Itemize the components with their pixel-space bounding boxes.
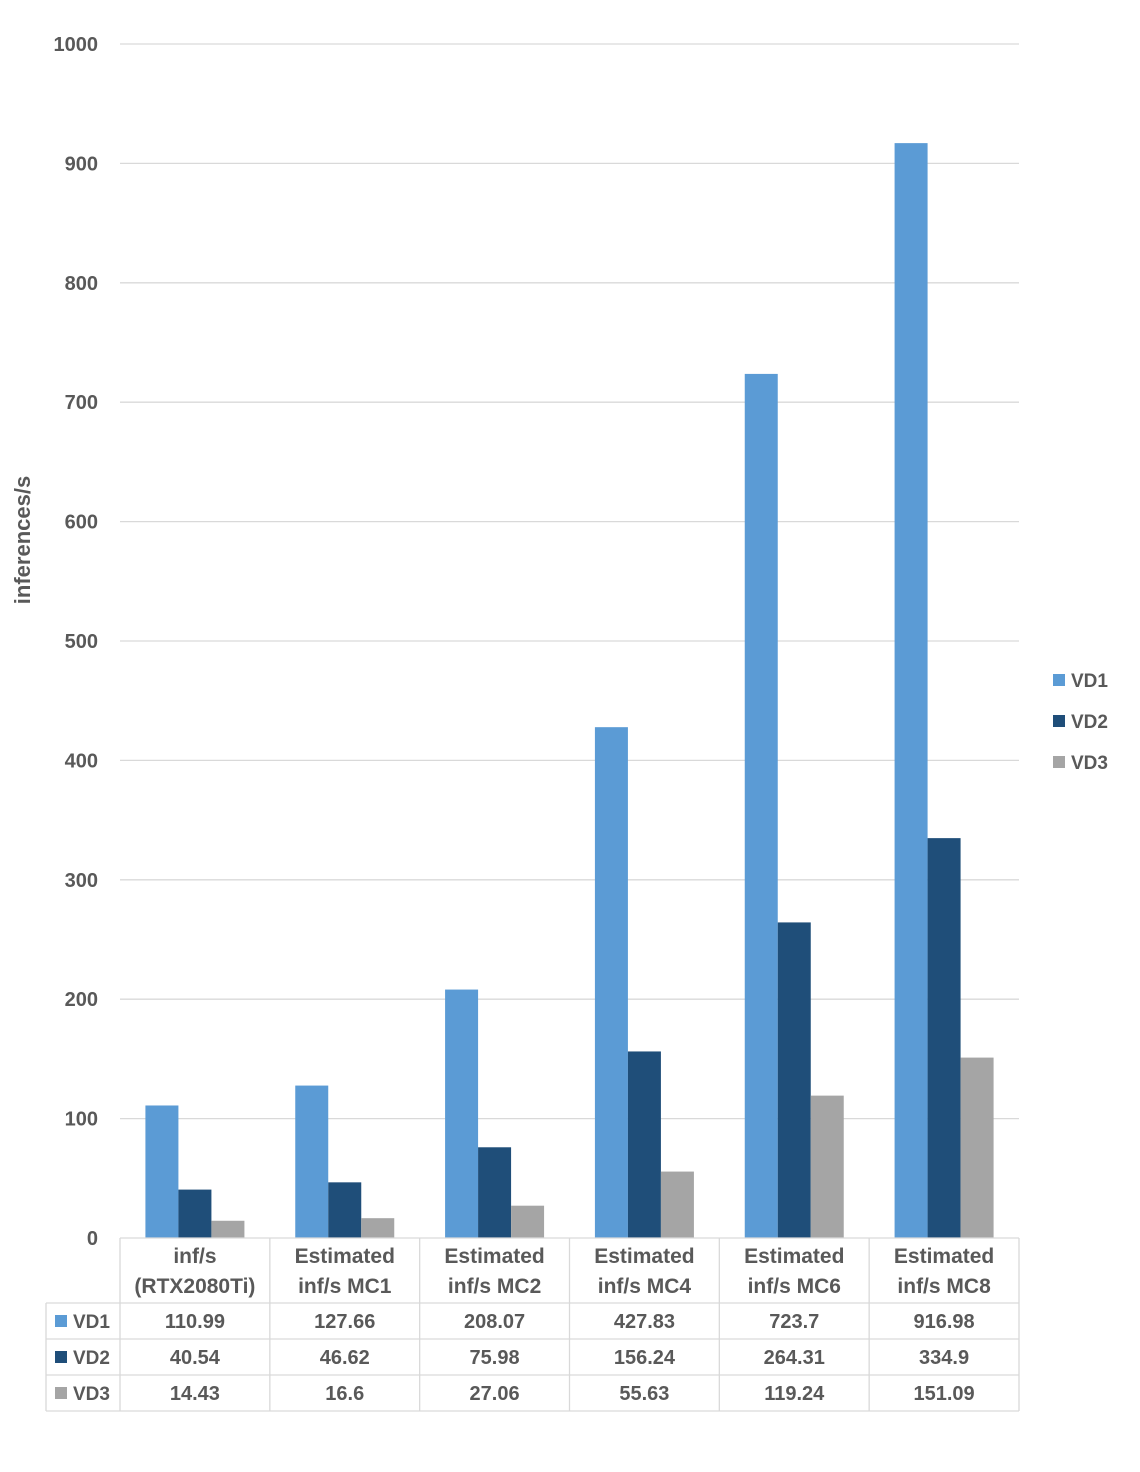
data-label: 208.07 (464, 1311, 525, 1333)
bar-vd2-2 (328, 1182, 362, 1238)
data-label: 264.31 (764, 1347, 825, 1369)
table-row-label: VD1 (73, 1312, 110, 1333)
bar-vd2-6 (927, 838, 961, 1238)
data-label: 119.24 (764, 1383, 825, 1405)
data-label: 27.06 (470, 1383, 520, 1405)
data-label: 334.9 (919, 1347, 969, 1369)
y-tick-label: 1000 (54, 34, 99, 56)
bar-vd2-5 (777, 922, 811, 1238)
bar-vd1-3 (445, 989, 479, 1238)
category-label-line: inf/s MC8 (897, 1275, 991, 1298)
bar-vd3-5 (810, 1095, 844, 1238)
gridlines (120, 43, 1019, 1120)
y-tick-label: 700 (65, 392, 98, 414)
data-label: 16.6 (325, 1383, 364, 1405)
bar-vd2-1 (178, 1189, 212, 1238)
category-label-line: Estimated (594, 1245, 694, 1268)
bar-vd3-4 (660, 1171, 694, 1238)
category-label-line: Estimated (894, 1245, 994, 1268)
bar-vd3-2 (361, 1218, 395, 1238)
bar-vd1-4 (594, 727, 628, 1238)
legend-label: VD2 (1071, 712, 1108, 733)
y-tick-label: 200 (65, 989, 98, 1011)
bar-vd3-3 (511, 1205, 545, 1238)
bar-vd2-3 (478, 1147, 512, 1238)
y-tick-label: 500 (65, 631, 98, 653)
y-tick-label: 300 (65, 870, 98, 892)
table-row-label: VD3 (73, 1384, 110, 1405)
bar-vd3-6 (960, 1057, 994, 1238)
data-label: 40.54 (170, 1347, 221, 1369)
y-axis-label: inferences/s (10, 476, 35, 604)
bars (145, 143, 994, 1239)
data-label: 55.63 (619, 1383, 669, 1405)
data-label: 75.98 (470, 1347, 520, 1369)
category-label: Estimated inf/s MC4 (594, 1245, 694, 1298)
bar-vd1-1 (145, 1105, 179, 1238)
category-label-line: Estimated (444, 1245, 544, 1268)
bar-vd1-2 (295, 1085, 329, 1238)
data-label: 723.7 (769, 1311, 819, 1333)
legend-key-vd1 (1053, 674, 1065, 686)
legend-label: VD3 (1071, 753, 1108, 774)
data-label: 110.99 (165, 1311, 225, 1333)
category-label-line: inf/s MC1 (298, 1275, 392, 1298)
bar-vd1-6 (894, 143, 928, 1239)
table-legend-key-vd3 (55, 1387, 67, 1399)
data-label: 156.24 (614, 1347, 676, 1369)
y-tick-label: 900 (65, 153, 98, 175)
category-label-line: inf/s MC6 (748, 1275, 841, 1298)
y-tick-label: 100 (65, 1109, 98, 1131)
category-label: Estimated inf/s MC6 (744, 1245, 844, 1298)
category-label-line: (RTX2080Ti) (134, 1275, 255, 1298)
y-axis-ticks: 0 100 200 300 400 500 600 700 800 900 1000 (54, 34, 99, 1250)
category-label: Estimated inf/s MC1 (295, 1245, 395, 1298)
y-tick-label: 400 (65, 750, 98, 772)
category-label: inf/s (RTX2080Ti) (134, 1245, 255, 1298)
y-tick-label: 0 (87, 1228, 98, 1250)
table-legend-key-vd2 (55, 1351, 67, 1363)
data-label: 127.66 (314, 1311, 375, 1333)
category-label-line: inf/s MC2 (448, 1275, 541, 1298)
bar-vd2-4 (627, 1051, 661, 1238)
y-tick-label: 800 (65, 273, 98, 295)
data-label: 916.98 (913, 1311, 974, 1333)
table-row-label: VD2 (73, 1348, 110, 1369)
data-label: 427.83 (614, 1311, 675, 1333)
category-label: Estimated inf/s MC2 (444, 1245, 544, 1298)
data-label: 46.62 (320, 1347, 370, 1369)
bar-vd1-5 (744, 373, 778, 1238)
category-label-line: Estimated (744, 1245, 844, 1268)
legend-key-vd3 (1053, 756, 1065, 768)
table-legend-key-vd1 (55, 1315, 67, 1327)
data-label: 14.43 (170, 1383, 220, 1405)
category-label-line: Estimated (295, 1245, 395, 1268)
legend-key-vd2 (1053, 715, 1065, 727)
data-label: 151.09 (913, 1383, 974, 1405)
data-table: inf/s (RTX2080Ti)Estimated inf/s MC1Estima… (45, 1237, 1020, 1412)
category-label-line: inf/s (173, 1245, 216, 1268)
category-label: Estimated inf/s MC8 (894, 1245, 994, 1298)
category-label-line: inf/s MC4 (598, 1275, 692, 1298)
legend-label: VD1 (1071, 671, 1108, 692)
y-tick-label: 600 (65, 512, 98, 534)
bar-vd3-1 (211, 1220, 245, 1238)
legend: VD1 VD2 VD3 (1053, 671, 1108, 774)
